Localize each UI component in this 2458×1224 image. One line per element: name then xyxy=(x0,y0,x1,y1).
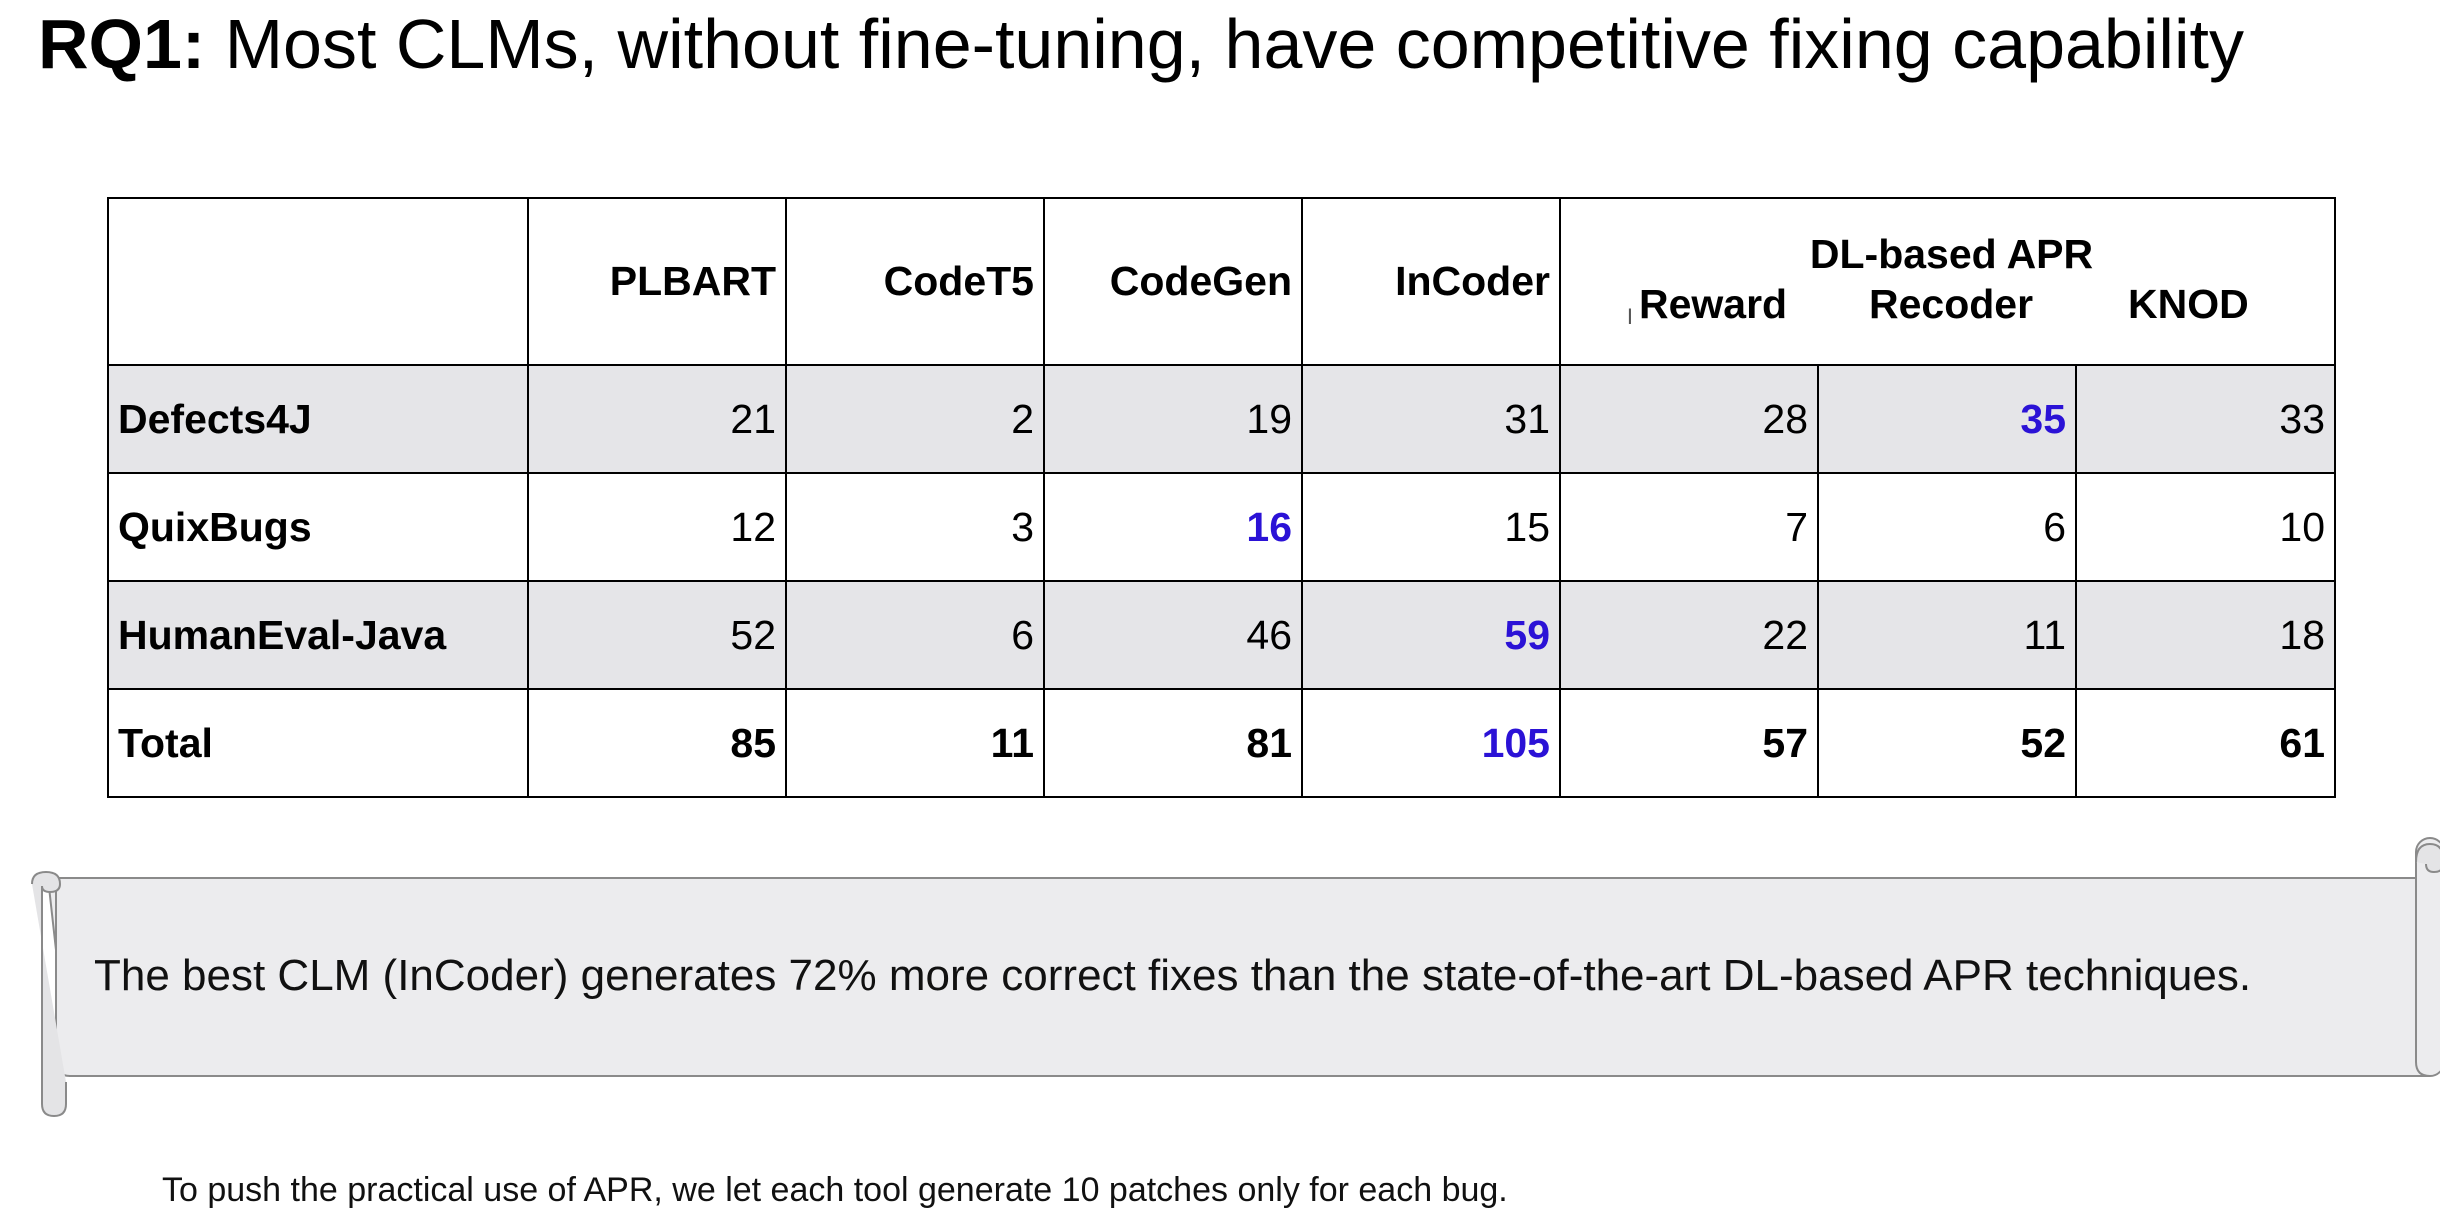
text-cursor-icon: I xyxy=(1626,304,1633,329)
column-header-knod: KNOD xyxy=(2128,281,2249,327)
table-cell: 46 xyxy=(1043,580,1303,690)
table-row: HumanEval-Java 52 6 46 59 22 11 18 xyxy=(107,580,2337,690)
table-cell: 52 xyxy=(527,580,787,690)
table-cell: 7 xyxy=(1559,472,1819,582)
table-row: QuixBugs 12 3 16 15 7 6 10 xyxy=(107,472,2337,582)
table-cell: 15 xyxy=(1301,472,1561,582)
banner-text: The best CLM (InCoder) generates 72% mor… xyxy=(94,951,2252,1000)
table-cell: 61 xyxy=(2074,688,2337,798)
table-cell: 10 xyxy=(2074,472,2337,582)
table-cell: 28 xyxy=(1559,364,1819,474)
table-cell: 3 xyxy=(785,472,1045,582)
table-cell: 35 xyxy=(1817,364,2077,474)
table-cell: 16 xyxy=(1043,472,1303,582)
column-header-incoder: InCoder xyxy=(1301,197,1561,366)
results-table: PLBART CodeT5 CodeGen InCoder DL-based A… xyxy=(107,197,2337,798)
table-cell: 22 xyxy=(1559,580,1819,690)
dl-apr-group-header: DL-based APR I Reward Recoder KNOD xyxy=(1558,197,2337,366)
scroll-banner: The best CLM (InCoder) generates 72% mor… xyxy=(26,832,2440,1122)
table-cell: 12 xyxy=(527,472,787,582)
table-cell: 81 xyxy=(1043,688,1303,798)
dl-apr-group-label: DL-based APR xyxy=(1809,231,2094,277)
table-cell: 6 xyxy=(1817,472,2077,582)
table-cell: 19 xyxy=(1043,364,1303,474)
slide-title: RQ1: Most CLMs, without fine-tuning, hav… xyxy=(38,4,2244,84)
column-header-codegen: CodeGen xyxy=(1043,197,1303,366)
table-cell: 52 xyxy=(1817,688,2077,798)
header-empty-cell xyxy=(107,197,529,366)
table-cell: 21 xyxy=(527,364,787,474)
row-label: HumanEval-Java xyxy=(107,580,529,690)
table-cell: 59 xyxy=(1301,580,1561,690)
scroll-shape xyxy=(31,837,2440,1118)
table-cell: 11 xyxy=(1817,580,2077,690)
table-header-row: PLBART CodeT5 CodeGen InCoder DL-based A… xyxy=(107,197,2337,366)
table-cell: 2 xyxy=(785,364,1045,474)
row-label: Total xyxy=(107,688,529,798)
table-total-row: Total 85 11 81 105 57 52 61 xyxy=(107,688,2337,798)
column-header-codet5: CodeT5 xyxy=(785,197,1045,366)
table-row: Defects4J 21 2 19 31 28 35 33 xyxy=(107,364,2337,474)
title-text: Most CLMs, without fine-tuning, have com… xyxy=(224,5,2244,83)
row-label: Defects4J xyxy=(107,364,529,474)
footnote-text: To push the practical use of APR, we let… xyxy=(162,1171,1508,1209)
column-header-recoder: Recoder xyxy=(1869,281,2034,327)
table-body: Defects4J 21 2 19 31 28 35 33 QuixBugs 12 3 16 15 7 6 1… xyxy=(107,364,2337,798)
table-cell: 57 xyxy=(1559,688,1819,798)
column-header-reward: Reward xyxy=(1639,281,1788,327)
table-cell: 85 xyxy=(527,688,787,798)
title-prefix: RQ1: xyxy=(38,5,206,83)
row-label: QuixBugs xyxy=(107,472,529,582)
table-cell: 18 xyxy=(2074,580,2337,690)
table-cell: 6 xyxy=(785,580,1045,690)
column-header-plbart: PLBART xyxy=(527,197,787,366)
table-cell: 11 xyxy=(785,688,1045,798)
table-cell: 31 xyxy=(1301,364,1561,474)
table-cell: 105 xyxy=(1301,688,1561,798)
table-cell: 33 xyxy=(2074,364,2337,474)
